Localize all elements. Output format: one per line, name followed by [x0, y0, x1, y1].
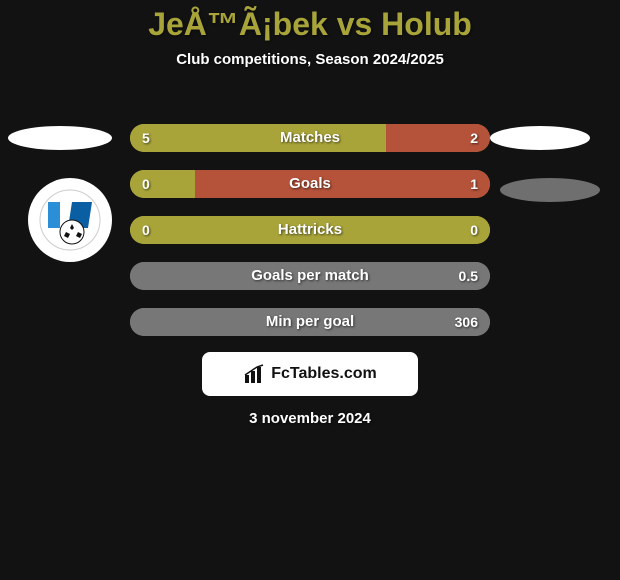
page-title: JeÅ™Ã¡bek vs Holub	[0, 0, 620, 43]
player-right-oval-secondary	[500, 178, 600, 202]
stat-bar: 0.5Goals per match	[130, 262, 490, 290]
player-left-oval	[8, 126, 112, 150]
club-logo-icon	[38, 188, 102, 252]
team-badge-left	[28, 178, 112, 262]
stat-bar: 00Hattricks	[130, 216, 490, 244]
stat-label: Hattricks	[130, 216, 490, 244]
player-right-oval	[490, 126, 590, 150]
subtitle: Club competitions, Season 2024/2025	[0, 51, 620, 68]
stat-bar: 01Goals	[130, 170, 490, 198]
stats-container: 52Matches 01Goals 00Hattricks 0.5Goals per …	[130, 124, 490, 354]
date-text: 3 november 2024	[0, 410, 620, 427]
brand-text: FcTables.com	[271, 365, 377, 383]
stat-label: Matches	[130, 124, 490, 152]
stat-bar: 52Matches	[130, 124, 490, 152]
stat-bar: 306Min per goal	[130, 308, 490, 336]
stat-label: Goals per match	[130, 262, 490, 290]
stat-label: Min per goal	[130, 308, 490, 336]
brand-chart-icon	[243, 363, 265, 385]
brand-box: FcTables.com	[202, 352, 418, 396]
stat-label: Goals	[130, 170, 490, 198]
